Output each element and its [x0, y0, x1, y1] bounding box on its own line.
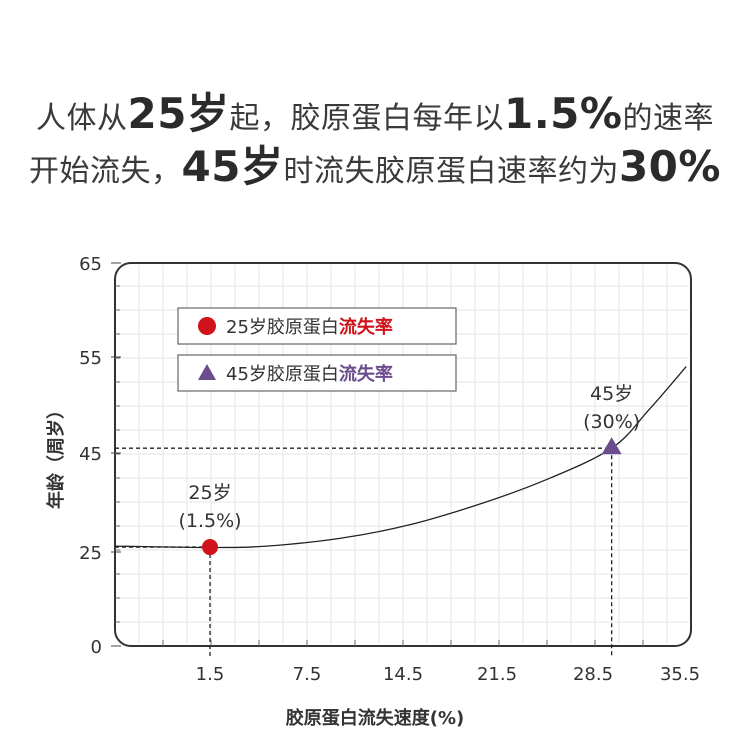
legend-label: 45岁胶原蛋白流失率: [226, 363, 393, 385]
legend-marker-triangle: [198, 364, 216, 380]
point-marker-triangle: [601, 437, 622, 455]
headline-emphasis: 45岁: [181, 142, 284, 191]
x-tick-label: 1.5: [196, 664, 225, 685]
headline-text: 时流失胶原蛋白速率约为: [283, 154, 619, 189]
x-tick-labels: 1.5 7.5 14.5 21.5 28.5 35.5: [162, 640, 700, 685]
y-tick-label: 0: [91, 637, 102, 658]
x-tick-label: 28.5: [573, 664, 613, 685]
y-tick-label: 55: [79, 348, 102, 369]
guide-lines: [115, 447, 613, 658]
legend-label-emphasis: 流失率: [339, 316, 393, 338]
headline-text: 的速率: [622, 101, 714, 136]
headline-line-1: 人体从25岁起，胶原蛋白每年以1.5%的速率: [0, 80, 750, 141]
headline-text: 起，胶原蛋白每年以: [229, 101, 504, 136]
legend-label-prefix: 25岁胶原蛋白: [226, 317, 339, 338]
headline-line-2: 开始流失，45岁时流失胶原蛋白速率约为30%: [0, 133, 750, 194]
x-tick-label: 21.5: [477, 664, 517, 685]
point-label-rate: (30%): [583, 411, 640, 433]
legend-label-emphasis: 流失率: [339, 363, 393, 385]
y-tick-labels: 0 25 45 55 65: [79, 254, 121, 658]
y-tick-label: 25: [79, 543, 102, 564]
y-tick-label: 45: [79, 444, 102, 465]
point-label-age: 25岁: [188, 482, 231, 504]
headline-emphasis: 1.5%: [503, 89, 623, 138]
point-marker-circle: [202, 539, 218, 556]
headline-text: 人体从: [36, 101, 128, 136]
legend-box: [177, 307, 457, 345]
legend-box: [177, 354, 457, 392]
x-tick-label: 7.5: [293, 664, 322, 685]
headline-emphasis: 25岁: [127, 89, 230, 138]
data-points: 25岁 (1.5%) 45岁 (30%): [178, 383, 640, 556]
legend-label: 25岁胶原蛋白流失率: [226, 316, 393, 338]
x-tick-label: 35.5: [660, 664, 700, 685]
y-tick-label: 65: [79, 254, 102, 275]
y-axis-label: 年龄（周岁）: [45, 401, 67, 509]
legend-marker-circle: [198, 317, 216, 335]
point-label-age: 45岁: [590, 383, 633, 405]
x-axis-label: 胶原蛋白流失速度(%): [286, 707, 465, 729]
headline-text: 开始流失，: [29, 154, 182, 189]
point-label-rate: (1.5%): [178, 510, 241, 532]
legend-label-prefix: 45岁胶原蛋白: [226, 364, 339, 385]
headline-emphasis: 30%: [618, 142, 721, 191]
x-tick-label: 14.5: [383, 664, 423, 685]
series-line: [114, 366, 687, 549]
